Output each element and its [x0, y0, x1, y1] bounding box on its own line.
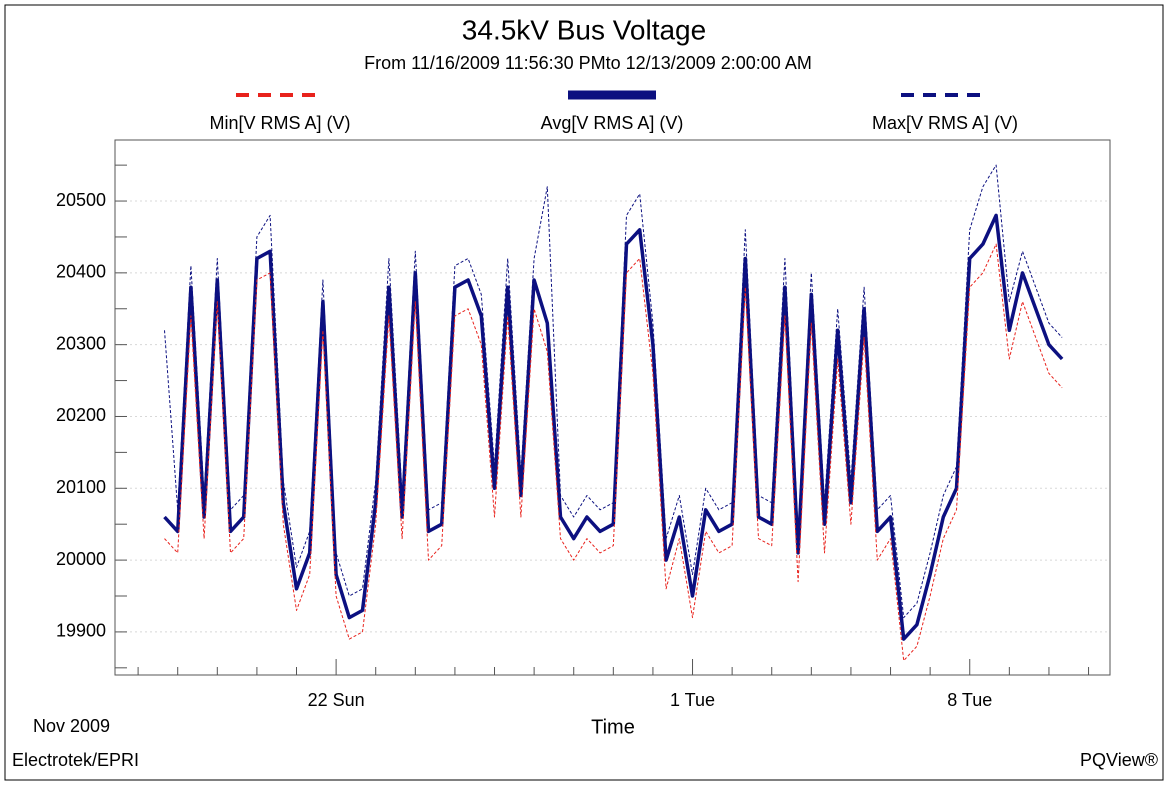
y-tick-label: 20100 [56, 477, 106, 497]
y-tick-label: 20300 [56, 333, 106, 353]
x-tick-label: 1 Tue [670, 690, 715, 710]
x-tick-label: 8 Tue [947, 690, 992, 710]
legend-label: Min[V RMS A] (V) [209, 113, 350, 133]
footer-left: Electrotek/EPRI [12, 750, 139, 770]
footer-right: PQView® [1080, 750, 1158, 770]
y-tick-label: 20400 [56, 262, 106, 282]
x-period-label: Nov 2009 [33, 716, 110, 736]
x-tick-label: 22 Sun [308, 690, 365, 710]
y-tick-label: 20000 [56, 549, 106, 569]
series-line [163, 213, 1064, 641]
y-tick-label: 20500 [56, 190, 106, 210]
chart-subtitle: From 11/16/2009 11:56:30 PMto 12/13/2009… [364, 53, 812, 73]
y-tick-label: 20200 [56, 405, 106, 425]
series-line [164, 164, 1063, 619]
plot-area [114, 139, 1111, 676]
legend-label: Max[V RMS A] (V) [872, 113, 1018, 133]
series-line [164, 243, 1063, 662]
x-axis-label: Time [591, 716, 635, 738]
legend-label: Avg[V RMS A] (V) [541, 113, 684, 133]
chart-title: 34.5kV Bus Voltage [462, 14, 706, 45]
y-tick-label: 19900 [56, 621, 106, 641]
